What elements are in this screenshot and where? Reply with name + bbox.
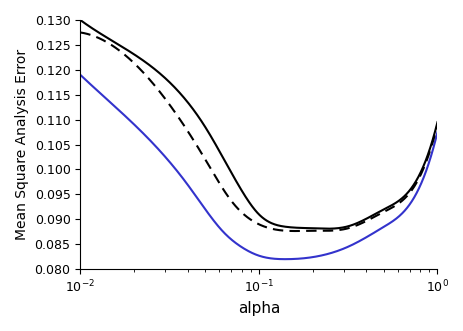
Y-axis label: Mean Square Analysis Error: Mean Square Analysis Error [15, 49, 29, 240]
X-axis label: alpha: alpha [237, 301, 280, 316]
